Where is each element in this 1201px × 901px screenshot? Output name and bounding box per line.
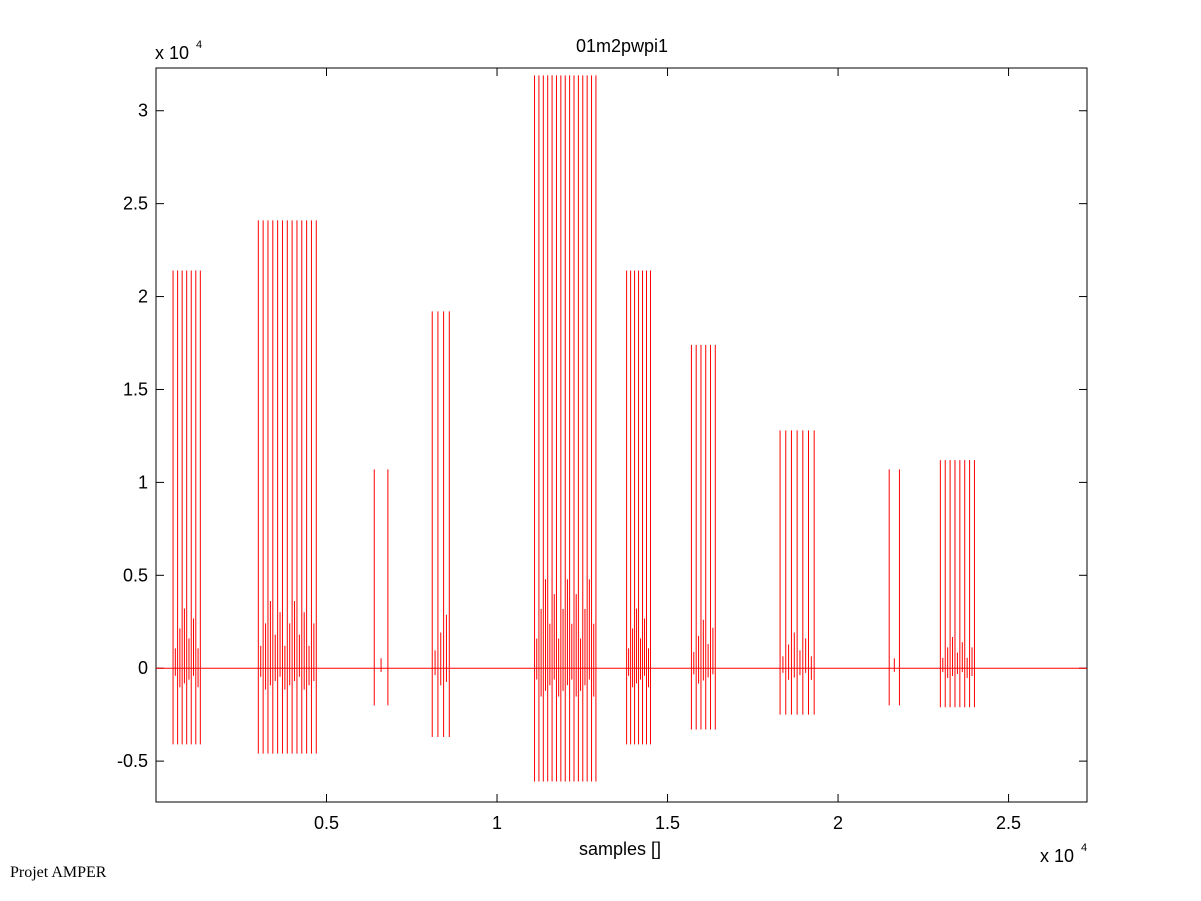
chart-title: 01m2pwpi1 bbox=[576, 36, 668, 56]
y-tick-label: 3 bbox=[138, 101, 148, 121]
x-tick-label: 1 bbox=[492, 813, 502, 833]
svg-text:x 10: x 10 bbox=[155, 43, 189, 63]
x-axis-ticks: 0.5 1 1.5 2 2.5 bbox=[314, 68, 1021, 833]
y-tick-label: 2 bbox=[138, 287, 148, 307]
x-tick-label: 1.5 bbox=[655, 813, 680, 833]
x-tick-label: 0.5 bbox=[314, 813, 339, 833]
x-multiplier: x 10 4 bbox=[1040, 842, 1087, 866]
x-tick-label: 2 bbox=[833, 813, 843, 833]
y-multiplier: x 10 4 bbox=[155, 39, 202, 63]
footer-text: Projet AMPER bbox=[10, 864, 107, 881]
y-tick-label: 1 bbox=[138, 472, 148, 492]
svg-text:4: 4 bbox=[196, 39, 202, 51]
axes-frame bbox=[155, 67, 1088, 803]
x-axis-label: samples [] bbox=[579, 839, 661, 859]
y-tick-label: 0 bbox=[138, 658, 148, 678]
plot-area bbox=[155, 67, 1088, 803]
svg-text:4: 4 bbox=[1081, 842, 1087, 854]
y-tick-label: 1.5 bbox=[123, 379, 148, 399]
y-tick-label: 0.5 bbox=[123, 565, 148, 585]
y-axis-ticks: -0.5 0 0.5 1 1.5 2 2.5 3 bbox=[117, 101, 1087, 771]
signal-series bbox=[156, 75, 1087, 782]
svg-text:x 10: x 10 bbox=[1040, 846, 1074, 866]
y-tick-label: -0.5 bbox=[117, 751, 148, 771]
y-tick-label: 2.5 bbox=[123, 194, 148, 214]
x-tick-label: 2.5 bbox=[996, 813, 1021, 833]
